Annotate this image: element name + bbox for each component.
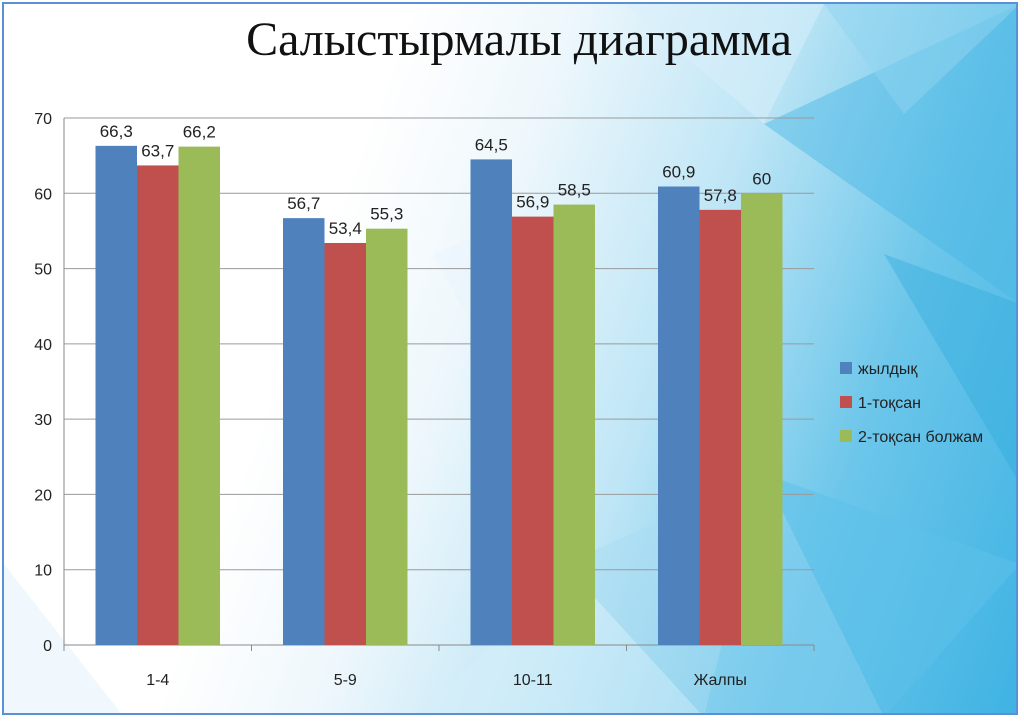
bar <box>512 216 554 646</box>
legend-swatch <box>840 362 852 374</box>
x-tick-label: 10-11 <box>513 672 553 689</box>
y-tick-label: 50 <box>34 262 52 279</box>
y-tick-label: 70 <box>34 111 52 128</box>
y-tick-label: 30 <box>34 412 52 429</box>
bar <box>741 193 783 646</box>
bar <box>658 186 700 645</box>
data-label: 66,3 <box>100 122 133 141</box>
x-tick-label: 1-4 <box>146 672 169 689</box>
bar <box>366 228 408 646</box>
bar <box>137 165 179 645</box>
x-tick-label: Жалпы <box>694 672 747 689</box>
x-tick-label: 5-9 <box>334 672 357 689</box>
bar <box>470 159 512 645</box>
y-tick-label: 20 <box>34 487 52 504</box>
legend-label: 1-тоқсан <box>858 395 921 412</box>
legend-label: жылдық <box>858 361 918 378</box>
legend-swatch <box>840 396 852 408</box>
data-label: 55,3 <box>370 205 403 224</box>
bar <box>553 204 595 646</box>
slide-title: Салыстырмалы диаграмма <box>246 13 792 66</box>
bar <box>324 242 366 645</box>
data-label: 60 <box>752 169 771 188</box>
data-label: 63,7 <box>141 141 174 160</box>
bar <box>699 209 741 645</box>
data-label: 66,2 <box>183 123 216 142</box>
data-label: 53,4 <box>329 219 362 238</box>
data-label: 56,9 <box>516 193 549 212</box>
data-label: 57,8 <box>704 186 737 205</box>
data-label: 56,7 <box>287 194 320 213</box>
bar-chart: 0 10 20 30 40 50 60 70 1-4 5-9 10-11 Жалпы 66,3 56,7 6… <box>34 111 983 689</box>
data-label: 58,5 <box>558 181 591 200</box>
bar <box>95 145 137 645</box>
legend-label: 2-тоқсан болжам <box>858 429 983 446</box>
bar <box>283 218 325 645</box>
bar <box>178 146 220 645</box>
y-tick-label: 0 <box>43 638 52 655</box>
y-tick-label: 60 <box>34 186 52 203</box>
slide: Салыстырмалы диаграмма 0 10 20 30 40 50 60 70 1-… <box>2 2 1018 715</box>
data-label: 60,9 <box>662 163 695 182</box>
y-tick-label: 10 <box>34 563 52 580</box>
y-tick-label: 40 <box>34 337 52 354</box>
data-label: 64,5 <box>475 135 508 154</box>
legend-swatch <box>840 430 852 442</box>
